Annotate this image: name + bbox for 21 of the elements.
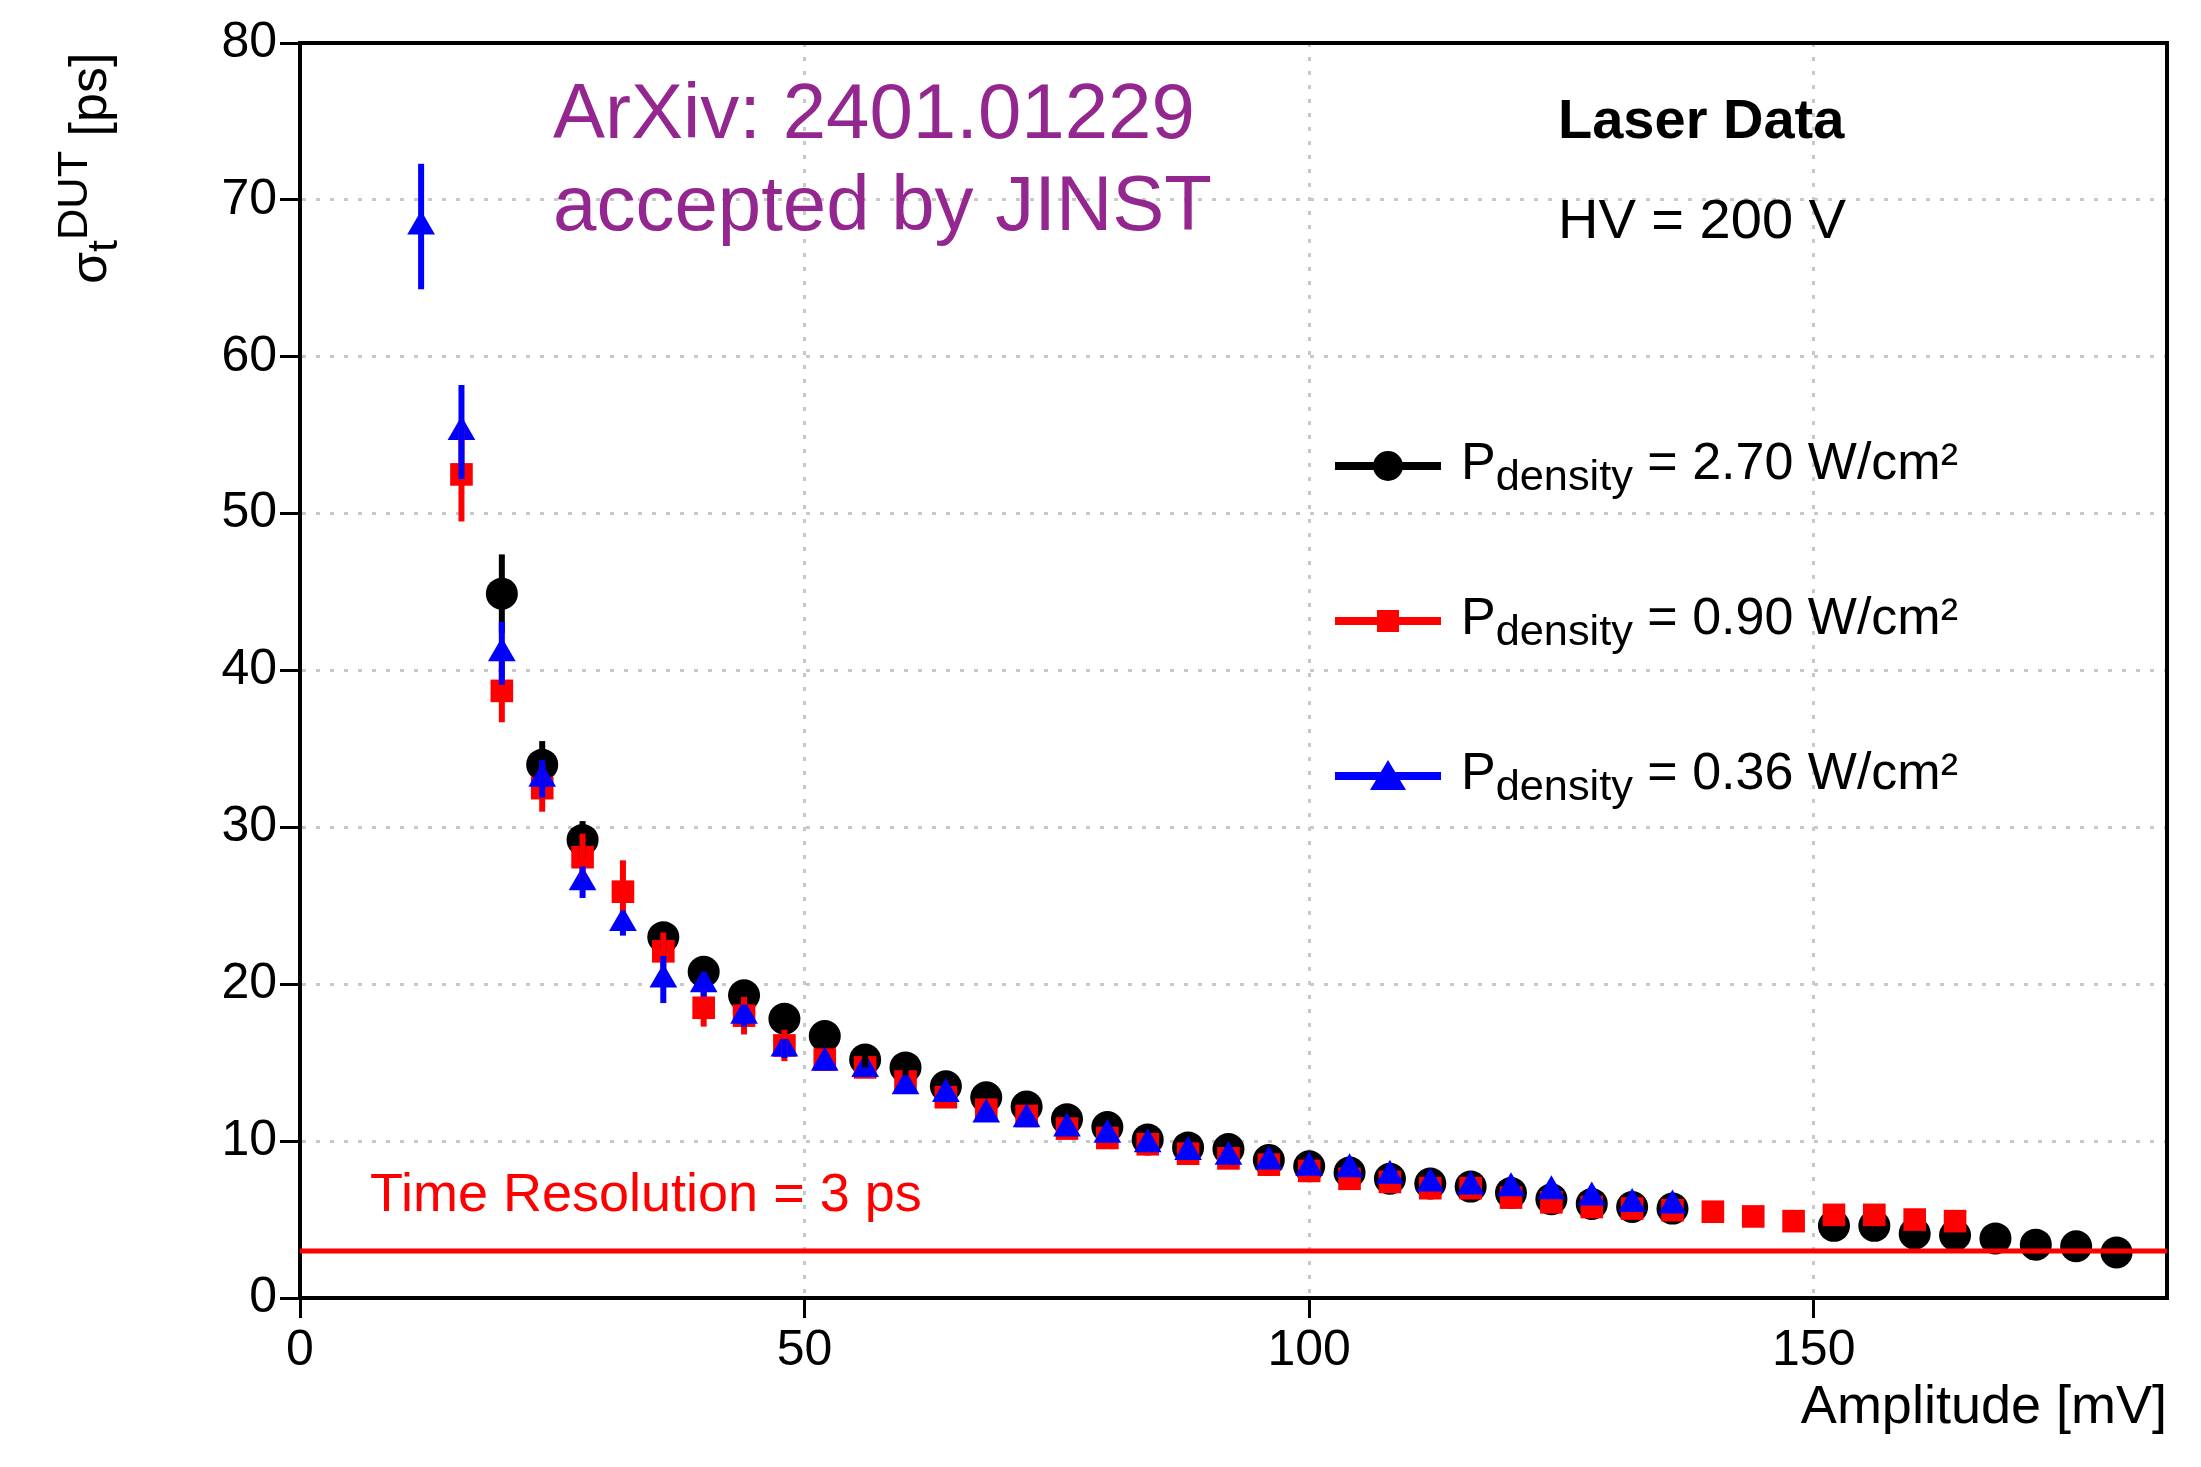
y-tick-label: 60 bbox=[221, 325, 277, 382]
y-tick-label: 70 bbox=[221, 168, 277, 225]
x-tick-label: 50 bbox=[776, 1319, 833, 1376]
y-tick-label: 40 bbox=[221, 639, 277, 696]
y-tick-label: 10 bbox=[221, 1109, 277, 1166]
x-tick-label: 150 bbox=[1772, 1319, 1856, 1376]
annotation: ArXiv: 2401.01229 accepted by JINST bbox=[553, 67, 1212, 247]
y-tick-label: 20 bbox=[221, 953, 277, 1010]
x-axis-title: Amplitude [mV] bbox=[1800, 1373, 2167, 1435]
ref-line-label: Time Resolution = 3 ps bbox=[370, 1161, 922, 1222]
x-tick-label: 0 bbox=[286, 1319, 314, 1376]
y-tick-label: 80 bbox=[221, 11, 277, 68]
annotation: Laser Data bbox=[1558, 87, 1846, 150]
annotation: HV = 200 V bbox=[1558, 187, 1847, 250]
legend-label: P$_{density}$ = 0.90 W/cm² bbox=[1460, 585, 1958, 656]
legend-label: P$_{density}$ = 2.70 W/cm² bbox=[1460, 430, 1958, 501]
x-tick-label: 100 bbox=[1267, 1319, 1351, 1376]
y-tick-label: 50 bbox=[221, 482, 277, 539]
y-tick-label: 0 bbox=[249, 1266, 277, 1323]
legend-label: P$_{density}$ = 0.36 W/cm² bbox=[1460, 740, 1958, 811]
y-tick-label: 30 bbox=[221, 796, 277, 853]
